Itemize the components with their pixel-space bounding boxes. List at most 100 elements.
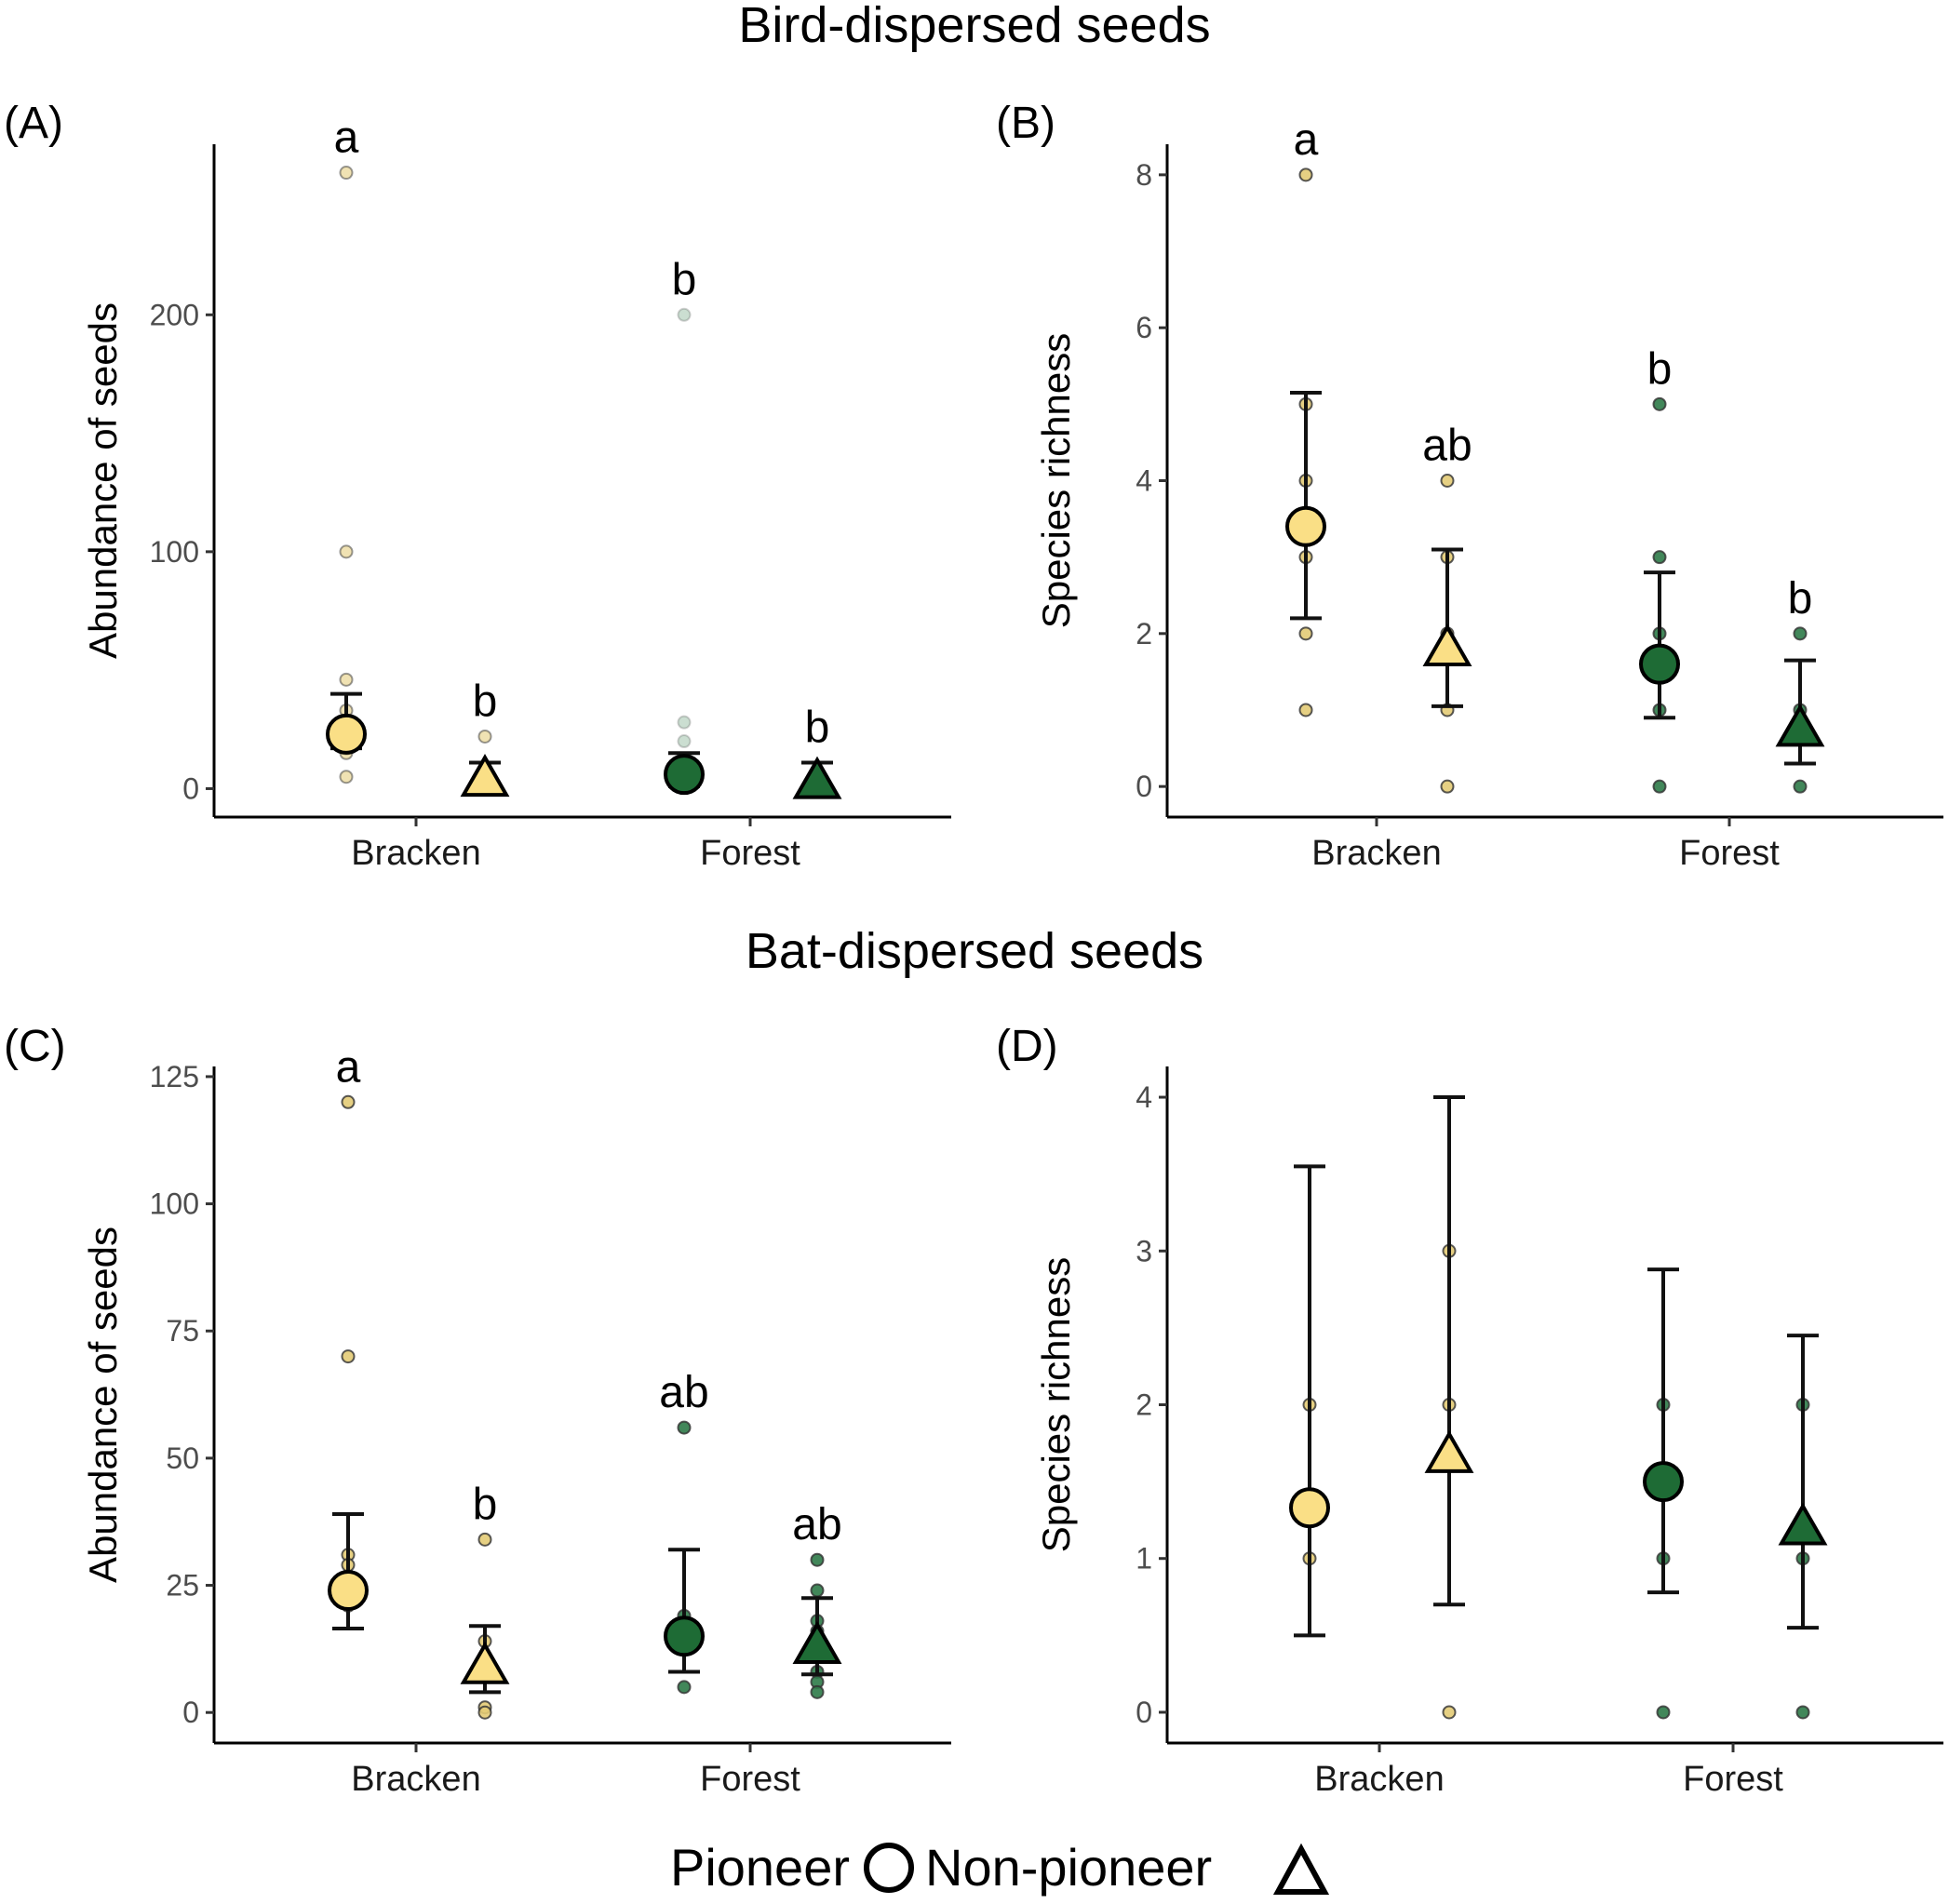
y-tick-label: 0 xyxy=(1136,1696,1152,1729)
panel-label: (A) xyxy=(4,99,63,148)
triangle-icon xyxy=(1272,1843,1330,1895)
raw-point xyxy=(341,1094,356,1109)
mean-point xyxy=(1289,1487,1330,1529)
x-tick-label: Forest xyxy=(700,834,800,873)
panel-a: (A) Abundance of seeds 0 100 200 Bracken Fores… xyxy=(4,99,951,873)
y-tick-label: 25 xyxy=(166,1569,199,1602)
series-bracken-pioneer xyxy=(1289,1164,1330,1638)
section-title-bird: Bird-dispersed seeds xyxy=(738,0,1210,53)
legend: Pioneer Non-pioneer xyxy=(670,1838,1330,1897)
series-bracken-nonpioneer: b xyxy=(460,1480,510,1720)
panel-label: (D) xyxy=(996,1022,1058,1071)
mean-point xyxy=(664,1616,705,1657)
x-tick-label: Forest xyxy=(700,1760,800,1799)
y-tick-label: 200 xyxy=(150,298,199,331)
significance-letter: ab xyxy=(1422,422,1472,471)
mean-point xyxy=(1778,1502,1828,1546)
significance-letter: b xyxy=(1647,344,1673,394)
significance-letter: b xyxy=(473,677,498,726)
raw-point xyxy=(1795,1705,1810,1720)
circle-icon xyxy=(864,1843,914,1893)
series-forest-pioneer: ab xyxy=(659,1368,709,1695)
panel-label: (C) xyxy=(4,1022,66,1071)
y-tick-label: 50 xyxy=(166,1441,199,1475)
series-forest-pioneer: b xyxy=(1639,344,1680,794)
raw-point xyxy=(477,1705,492,1720)
series-bracken-pioneer: a xyxy=(1285,115,1326,717)
x-tick-label: Bracken xyxy=(1311,834,1441,873)
raw-point xyxy=(1440,779,1455,794)
y-tick-label: 3 xyxy=(1136,1234,1152,1267)
y-tick-label: 4 xyxy=(1136,464,1152,498)
series-forest-nonpioneer: ab xyxy=(792,1500,842,1699)
x-tick-label: Forest xyxy=(1683,1760,1783,1799)
raw-point xyxy=(1298,703,1313,717)
y-tick-label: 6 xyxy=(1136,311,1152,344)
series-bracken-pioneer: a xyxy=(326,114,367,784)
raw-point xyxy=(339,672,354,687)
mean-point xyxy=(664,754,705,796)
y-axis-title: Abundance of seeds xyxy=(81,302,125,659)
x-tick-label: Bracken xyxy=(1314,1760,1444,1799)
raw-point xyxy=(1793,626,1808,641)
raw-point xyxy=(477,729,492,744)
series-forest-pioneer: b xyxy=(664,255,705,796)
y-tick-label: 0 xyxy=(182,771,199,805)
significance-letter: a xyxy=(334,114,359,163)
significance-letter: b xyxy=(473,1480,498,1529)
y-tick-label: 8 xyxy=(1136,158,1152,192)
raw-point xyxy=(339,166,354,181)
x-tick-label: Bracken xyxy=(351,834,480,873)
y-tick-label: 0 xyxy=(182,1696,199,1729)
y-tick-label: 75 xyxy=(166,1314,199,1348)
raw-point xyxy=(1652,550,1667,565)
series-bracken-nonpioneer: b xyxy=(460,677,510,798)
raw-point xyxy=(339,770,354,784)
mean-point xyxy=(460,1641,510,1684)
significance-letter: ab xyxy=(792,1500,841,1549)
significance-letter: a xyxy=(1294,115,1319,165)
panel-label: (B) xyxy=(996,99,1055,148)
mean-point xyxy=(1775,704,1825,747)
raw-point xyxy=(339,544,354,559)
series-bracken-nonpioneer xyxy=(1424,1095,1474,1720)
raw-point xyxy=(1656,1705,1671,1720)
raw-point xyxy=(1298,626,1313,641)
y-axis-title: Abundance of seeds xyxy=(81,1227,125,1583)
y-tick-label: 2 xyxy=(1136,617,1152,650)
y-tick-label: 1 xyxy=(1136,1542,1152,1575)
panel-b: (B) Species richness 0 2 4 6 8 Bracken Forest a ab… xyxy=(996,99,1943,873)
y-tick-label: 0 xyxy=(1136,770,1152,803)
series-bracken-nonpioneer: ab xyxy=(1422,422,1472,794)
raw-point xyxy=(1652,396,1667,411)
series-forest-nonpioneer: b xyxy=(1775,574,1825,794)
y-tick-label: 100 xyxy=(150,1187,199,1221)
raw-point xyxy=(1440,474,1455,488)
raw-point xyxy=(677,1680,692,1695)
y-tick-label: 2 xyxy=(1136,1388,1152,1422)
section-title-bat: Bat-dispersed seeds xyxy=(746,923,1203,979)
mean-point xyxy=(1424,1429,1474,1473)
x-tick-label: Forest xyxy=(1679,834,1780,873)
panel-c: (C) Abundance of seeds 0 25 50 75 100 125 Bracke… xyxy=(4,1022,951,1799)
series-forest-nonpioneer: b xyxy=(792,703,842,799)
raw-point xyxy=(677,1420,692,1435)
raw-point xyxy=(1442,1705,1457,1720)
mean-point xyxy=(792,756,842,799)
y-axis-title: Species richness xyxy=(1034,333,1078,628)
significance-letter: b xyxy=(1788,574,1813,623)
raw-point xyxy=(810,1583,825,1598)
mean-point xyxy=(326,713,367,755)
legend-nonpioneer-label: Non-pioneer xyxy=(925,1838,1212,1897)
significance-letter: b xyxy=(672,255,697,304)
mean-point xyxy=(1422,623,1472,667)
mean-point xyxy=(460,754,510,798)
significance-letter: b xyxy=(805,703,830,752)
legend-pioneer-label: Pioneer xyxy=(670,1838,850,1897)
y-tick-label: 125 xyxy=(150,1060,199,1093)
raw-point xyxy=(677,307,692,322)
y-axis-title: Species richness xyxy=(1034,1257,1078,1552)
